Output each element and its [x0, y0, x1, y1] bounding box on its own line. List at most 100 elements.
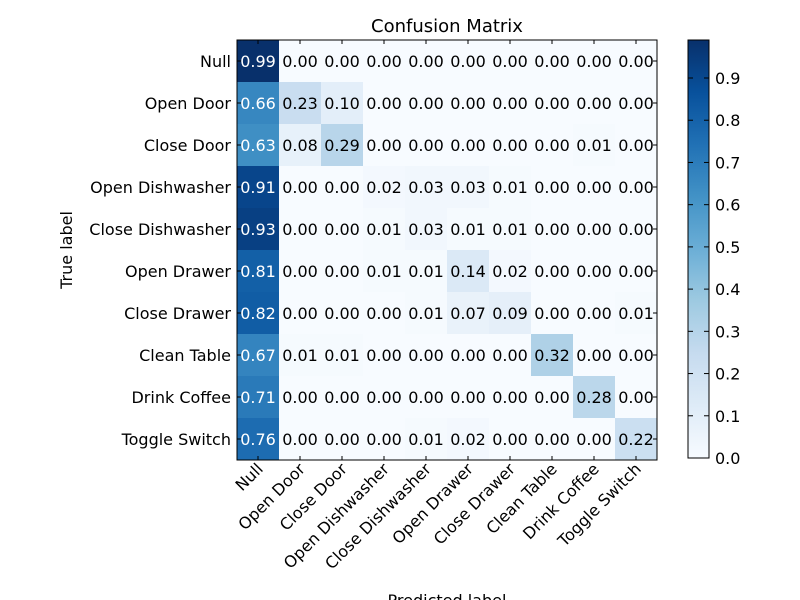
colorbar-tick-label: 0.9 — [715, 69, 740, 88]
cell-value-label: 0.91 — [240, 178, 276, 197]
heatmap-cell — [237, 418, 280, 461]
heatmap-cell — [405, 166, 448, 209]
heatmap-cell — [279, 376, 322, 419]
cell-value-label: 0.99 — [240, 52, 276, 71]
heatmap-cell — [615, 82, 658, 125]
heatmap-cell — [363, 418, 406, 461]
cell-value-label: 0.93 — [240, 220, 276, 239]
cell-value-label: 0.00 — [534, 178, 570, 197]
heatmap-cell — [363, 82, 406, 125]
heatmap-cell — [531, 334, 574, 377]
heatmap-cell — [237, 376, 280, 419]
heatmap-cell — [531, 40, 574, 83]
heatmap-cell — [489, 124, 532, 167]
cell-value-label: 0.76 — [240, 430, 276, 449]
cell-value-label: 0.82 — [240, 304, 276, 323]
heatmap-cell — [237, 208, 280, 251]
heatmap-cells — [237, 40, 658, 461]
cell-value-label: 0.00 — [450, 52, 486, 71]
x-tick-label: Null — [231, 459, 266, 494]
heatmap-cell — [573, 82, 616, 125]
heatmap-cell — [279, 208, 322, 251]
cell-value-label: 0.09 — [492, 304, 528, 323]
heatmap-cell — [237, 334, 280, 377]
heatmap-cell — [405, 418, 448, 461]
cell-value-label: 0.29 — [324, 136, 360, 155]
heatmap-cell — [489, 418, 532, 461]
cell-value-label: 0.00 — [366, 346, 402, 365]
heatmap-cell — [489, 334, 532, 377]
heatmap-cell — [615, 418, 658, 461]
cell-value-label: 0.00 — [408, 52, 444, 71]
heatmap-cell — [531, 82, 574, 125]
y-tick-label: Drink Coffee — [131, 388, 231, 407]
heatmap-cell — [321, 292, 364, 335]
cell-value-label: 0.28 — [576, 388, 612, 407]
y-axis-label: True label — [57, 211, 76, 290]
cell-value-labels: 0.99 0.00 0.00 0.00 0.00 0.00 0.00 0.00 0.00 0.00… — [240, 52, 654, 449]
heatmap-cell — [405, 292, 448, 335]
heatmap-cell — [363, 376, 406, 419]
heatmap-cell — [321, 376, 364, 419]
cell-value-label: 0.00 — [492, 388, 528, 407]
cell-value-label: 0.00 — [492, 94, 528, 113]
heatmap-cell — [279, 124, 322, 167]
cell-value-label: 0.00 — [324, 388, 360, 407]
heatmap-cell — [531, 376, 574, 419]
matrix-frame — [236, 39, 658, 461]
heatmap-cell — [531, 208, 574, 251]
cell-value-label: 0.00 — [618, 52, 654, 71]
heatmap-cell — [615, 124, 658, 167]
cell-value-label: 0.67 — [240, 346, 276, 365]
cell-value-label: 0.00 — [366, 136, 402, 155]
heatmap-cell — [279, 418, 322, 461]
cell-value-label: 0.01 — [576, 136, 612, 155]
heatmap-cell — [489, 208, 532, 251]
cell-value-label: 0.00 — [282, 178, 318, 197]
y-tick-label: Close Door — [144, 136, 232, 155]
cell-value-label: 0.00 — [534, 52, 570, 71]
heatmap-cell — [447, 124, 490, 167]
cell-value-label: 0.00 — [450, 94, 486, 113]
heatmap-cell — [237, 250, 280, 293]
heatmap-cell — [405, 82, 448, 125]
heatmap-cell — [447, 418, 490, 461]
y-axis-ticks: Null Open Door Close Door Open Dishwasher Cl… — [89, 52, 657, 449]
heatmap-cell — [447, 166, 490, 209]
heatmap-cell — [615, 208, 658, 251]
cell-value-label: 0.01 — [408, 430, 444, 449]
heatmap-cell — [321, 166, 364, 209]
heatmap-cell — [573, 250, 616, 293]
cell-value-label: 0.14 — [450, 262, 486, 281]
colorbar-tick-label: 0.5 — [715, 238, 740, 257]
heatmap-cell — [447, 208, 490, 251]
heatmap-cell — [615, 40, 658, 83]
heatmap-cell — [363, 40, 406, 83]
cell-value-label: 0.00 — [282, 304, 318, 323]
cell-value-label: 0.00 — [408, 94, 444, 113]
heatmap-cell — [447, 376, 490, 419]
cell-value-label: 0.03 — [408, 220, 444, 239]
cell-value-label: 0.00 — [576, 178, 612, 197]
heatmap-cell — [405, 334, 448, 377]
cell-value-label: 0.00 — [366, 430, 402, 449]
cell-value-label: 0.03 — [450, 178, 486, 197]
cell-value-label: 0.01 — [408, 262, 444, 281]
cell-value-label: 0.00 — [618, 220, 654, 239]
heatmap-cell — [531, 124, 574, 167]
y-tick-label: Close Dishwasher — [89, 220, 231, 239]
y-tick-label: Open Door — [145, 94, 232, 113]
heatmap-cell — [489, 82, 532, 125]
cell-value-label: 0.00 — [534, 220, 570, 239]
cell-value-label: 0.00 — [282, 262, 318, 281]
cell-value-label: 0.00 — [366, 94, 402, 113]
cell-value-label: 0.02 — [366, 178, 402, 197]
cell-value-label: 0.00 — [282, 52, 318, 71]
heatmap-cell — [279, 82, 322, 125]
heatmap-cell — [615, 250, 658, 293]
cell-value-label: 0.00 — [324, 430, 360, 449]
heatmap-cell — [573, 124, 616, 167]
cell-value-label: 0.00 — [324, 304, 360, 323]
heatmap-cell — [237, 82, 280, 125]
